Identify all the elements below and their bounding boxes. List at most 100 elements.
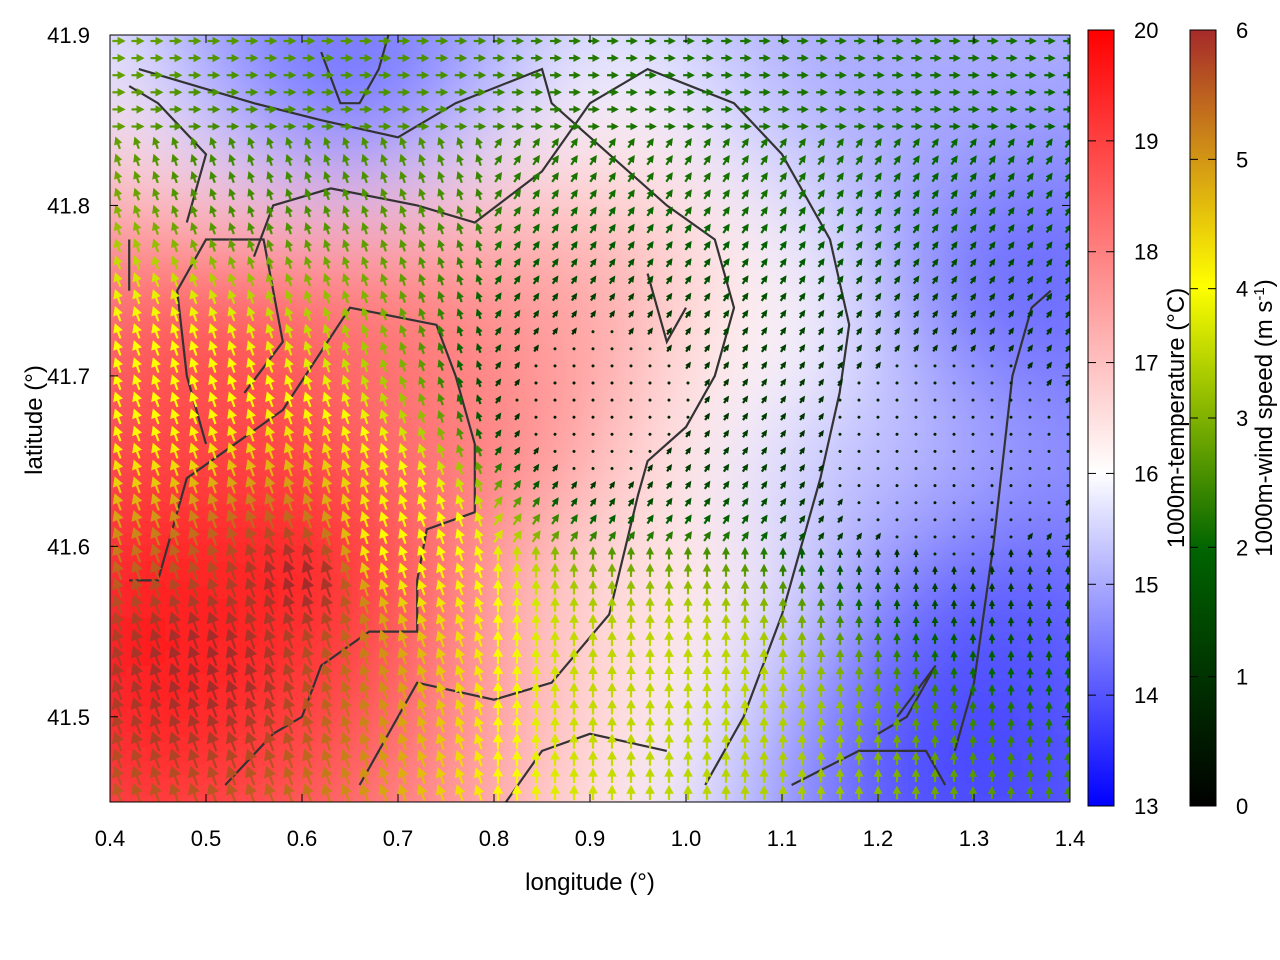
temperature-cell: [110, 155, 111, 196]
wind-arrow: [151, 323, 161, 339]
temperature-cell: [550, 355, 591, 396]
wind-arrow: [111, 628, 125, 649]
wind-arrow: [112, 459, 124, 476]
temperature-cell: [910, 35, 951, 36]
y-tick-label: 41.7: [47, 364, 90, 389]
temperature-cell: [550, 395, 591, 436]
temperature-cell: [790, 35, 831, 36]
wind-arrow: [130, 782, 143, 802]
temperature-cell: [990, 475, 1031, 516]
temperature-cell: [430, 835, 471, 876]
temperature-cell: [870, 555, 911, 596]
wind-arrow: [112, 36, 126, 46]
wind-arrow: [113, 204, 123, 218]
temperature-cell: [950, 35, 991, 36]
temperature-cell: [430, 755, 471, 796]
temperature-cell: [470, 355, 511, 396]
temperature-cell: [430, 715, 471, 756]
x-tick-label: 1.3: [959, 826, 990, 851]
temperature-cell: [710, 835, 751, 876]
wind-arrow: [151, 374, 161, 391]
wind-arrow: [151, 425, 161, 442]
temperature-cell: [150, 235, 191, 276]
wind-tick-label: 6: [1236, 18, 1248, 43]
x-tick-label: 1.1: [767, 826, 798, 851]
temperature-cell: [1110, 75, 1151, 116]
temperature-cell: [590, 235, 631, 276]
wind-arrow: [111, 748, 125, 769]
wind-arrow: [111, 645, 125, 666]
temperature-cell: [790, 315, 831, 356]
temperature-cell: [870, 675, 911, 716]
temperature-cell: [310, 35, 351, 36]
temperature-cell: [1110, 715, 1151, 756]
wind-arrow: [151, 255, 161, 270]
wind-arrow: [152, 204, 161, 218]
wind-arrow: [113, 340, 123, 356]
wind-arrow: [113, 221, 123, 236]
wind-arrow: [132, 289, 142, 305]
temperature-cell: [350, 795, 391, 802]
wind-arrow: [130, 765, 144, 786]
wind-arrow: [132, 374, 142, 391]
temperature-cell: [790, 715, 831, 756]
temperature-cell: [110, 475, 111, 516]
temperature-cell: [190, 795, 231, 802]
temperature-cell: [30, 595, 71, 636]
temperature-cell: [430, 475, 471, 516]
temperature-cell: [1030, 35, 1070, 36]
x-tick-label: 1.4: [1055, 826, 1086, 851]
x-tick-label: 0.8: [479, 826, 510, 851]
wind-tick-label: 5: [1236, 147, 1248, 172]
temperature-cell: [790, 275, 831, 316]
temperature-cell: [590, 475, 631, 516]
temperature-cell: [670, 675, 711, 716]
temperature-cell: [870, 395, 911, 436]
temperature-cell: [790, 635, 831, 676]
contour-line: [252, 67, 851, 786]
wind-arrow: [131, 36, 145, 46]
temperature-cell: [910, 795, 951, 802]
temperature-cell: [950, 355, 991, 396]
temperature-cell: [430, 115, 471, 156]
temperature-cell: [670, 795, 711, 802]
temperature-cell: [1110, 875, 1151, 916]
temperature-cell: [30, 555, 71, 596]
wind-arrow: [112, 105, 126, 114]
temperature-cell: [910, 835, 951, 876]
temperature-cell: [910, 515, 951, 556]
temp-tick-label: 15: [1134, 572, 1158, 597]
temperature-cell: [830, 595, 871, 636]
wind-arrow: [132, 255, 142, 270]
temperature-cell: [390, 155, 431, 196]
temperature-cell: [30, 115, 71, 156]
temperature-cell: [830, 395, 871, 436]
wind-arrow: [114, 153, 123, 167]
wind-arrow: [151, 289, 161, 305]
temperature-cell: [950, 795, 991, 802]
wind-arrow: [151, 408, 161, 425]
y-tick-label: 41.8: [47, 193, 90, 218]
temperature-cell: [670, 355, 711, 396]
wind-arrow: [131, 122, 145, 131]
wind-arrow: [131, 493, 143, 511]
temperature-cell: [190, 115, 231, 156]
temperature-cell: [310, 875, 351, 916]
temperature-cell: [990, 235, 1031, 276]
temperature-cell: [430, 35, 471, 36]
temperature-cell: [510, 115, 551, 156]
wind-arrow: [111, 714, 125, 735]
wind-arrow: [150, 459, 162, 477]
wind-tick-label: 2: [1236, 535, 1248, 560]
x-tick-label: 0.4: [95, 826, 126, 851]
wind-arrow: [149, 645, 163, 667]
wind-arrow: [111, 731, 125, 752]
temperature-cell: [750, 795, 791, 802]
temperature-cell: [110, 435, 111, 476]
temperature-cell: [670, 235, 711, 276]
temperature-cell: [30, 275, 71, 316]
temperature-cell: [30, 315, 71, 356]
wind-arrow: [112, 476, 124, 494]
wind-arrow: [113, 442, 124, 459]
wind-arrow: [131, 476, 143, 494]
